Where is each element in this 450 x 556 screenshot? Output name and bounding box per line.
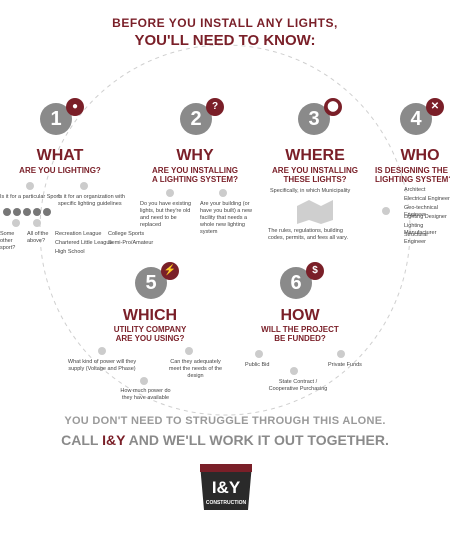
step-2-subtitle-1: ARE YOU INSTALLING xyxy=(152,166,238,175)
question-dot xyxy=(98,347,106,355)
footer-call: CALL xyxy=(61,432,99,448)
step-3-subtitle-1: ARE YOU INSTALLING xyxy=(272,166,358,175)
footer-line-1: YOU DON'T NEED TO STRUGGLE THROUGH THIS … xyxy=(64,415,386,427)
footer-line-2: CALL I&Y AND WE'LL WORK IT OUT TOGETHER. xyxy=(0,432,450,448)
step-1-item: Is it for an organization with specific … xyxy=(58,194,125,207)
sport-icons xyxy=(3,208,51,216)
step-3-item: The rules, regulations, building codes, … xyxy=(268,228,348,241)
step-6-title: HOW xyxy=(280,307,320,324)
question-dot xyxy=(140,377,148,385)
question-dot xyxy=(80,182,88,190)
step-4-item: Architect xyxy=(404,187,426,193)
step-3-subtitle-2: THESE LIGHTS? xyxy=(283,175,347,184)
step-2-item: Are your building (or have you built) a … xyxy=(200,201,252,235)
step-5-item: How much power do they have available xyxy=(120,388,171,401)
question-dot xyxy=(185,347,193,355)
step-1-item: Some other sport? xyxy=(0,231,16,251)
step-1-item: Chartered Little League xyxy=(55,240,113,246)
question-icon: ? xyxy=(206,98,224,116)
lightning-icon: ⚡ xyxy=(161,262,179,280)
question-dot xyxy=(337,350,345,358)
step-4-item: Electrical Engineer xyxy=(404,196,450,202)
step-4-item: Geo-technical Engineer xyxy=(404,205,438,218)
step-2-subtitle-2: A LIGHTING SYSTEM? xyxy=(152,175,238,184)
question-dot xyxy=(290,367,298,375)
question-dot xyxy=(12,219,20,227)
dollar-icon: $ xyxy=(306,262,324,280)
step-1-item: Recreation League xyxy=(55,231,102,237)
step-6-item: Public Bid xyxy=(245,362,270,368)
question-dot xyxy=(382,207,390,215)
step-5-title: WHICH xyxy=(122,307,178,324)
question-dot xyxy=(33,219,41,227)
step-4-subtitle-2: LIGHTING SYSTEM? xyxy=(375,175,450,184)
step-1-item: High School xyxy=(55,249,85,255)
step-6-item: State Contract / Cooperative Purchasing xyxy=(268,379,328,392)
question-dot xyxy=(166,189,174,197)
tools-icon: ✕ xyxy=(426,98,444,116)
step-4-item: Lighting Manufacturer xyxy=(404,223,437,236)
step-5-subtitle-2: ARE YOU USING? xyxy=(115,334,185,343)
iy-construction-logo xyxy=(200,464,252,510)
header-line-1: BEFORE YOU INSTALL ANY LIGHTS, xyxy=(112,16,338,30)
step-1-subtitle: ARE YOU LIGHTING? xyxy=(19,166,101,175)
step-2-title: WHY xyxy=(176,147,214,164)
step-2-item: Do you have existing lights, but they're… xyxy=(140,201,192,228)
step-3-title: WHERE xyxy=(285,147,345,164)
logo-text: I&Y xyxy=(211,478,241,497)
logo-subtext: CONSTRUCTION xyxy=(205,500,247,506)
question-dot xyxy=(255,350,263,358)
step-5-subtitle-1: UTILITY COMPANY xyxy=(113,325,187,334)
step-4-item: Lighting Designer xyxy=(404,214,447,220)
location-pin-icon: ⬤ xyxy=(324,98,342,116)
step-4-subtitle-1: IS DESIGNING THE xyxy=(375,166,448,175)
step-5-item: Can they adequately meet the needs of th… xyxy=(168,359,223,379)
step-1-item: College Sports xyxy=(108,231,145,237)
step-5-item: What kind of power will they supply (Vol… xyxy=(67,359,137,372)
footer-brand: I&Y xyxy=(102,432,126,448)
football-icon: ● xyxy=(66,98,84,116)
step-1-item: Semi-Pro/Amateur xyxy=(108,240,154,246)
step-1-item: All of the above? xyxy=(27,231,49,244)
step-4-item: Structural Engineer xyxy=(404,232,428,245)
step-6-subtitle-2: BE FUNDED? xyxy=(274,334,326,343)
map-illustration xyxy=(297,200,333,224)
footer-rest: AND WE'LL WORK IT OUT TOGETHER. xyxy=(128,432,389,448)
header-line-2: YOU'LL NEED TO KNOW: xyxy=(134,32,316,49)
step-3-item: Specifically, in which Municipality xyxy=(270,188,351,194)
step-6-subtitle-1: WILL THE PROJECT xyxy=(261,325,339,334)
step-4-title: WHO xyxy=(400,147,440,164)
question-dot xyxy=(26,182,34,190)
step-1-title: WHAT xyxy=(36,147,84,164)
step-1-number: 1 xyxy=(40,103,72,135)
question-dot xyxy=(219,189,227,197)
step-1-item: Is it for a particular Sport xyxy=(0,194,60,200)
step-6-item: Private Funds xyxy=(328,362,362,368)
